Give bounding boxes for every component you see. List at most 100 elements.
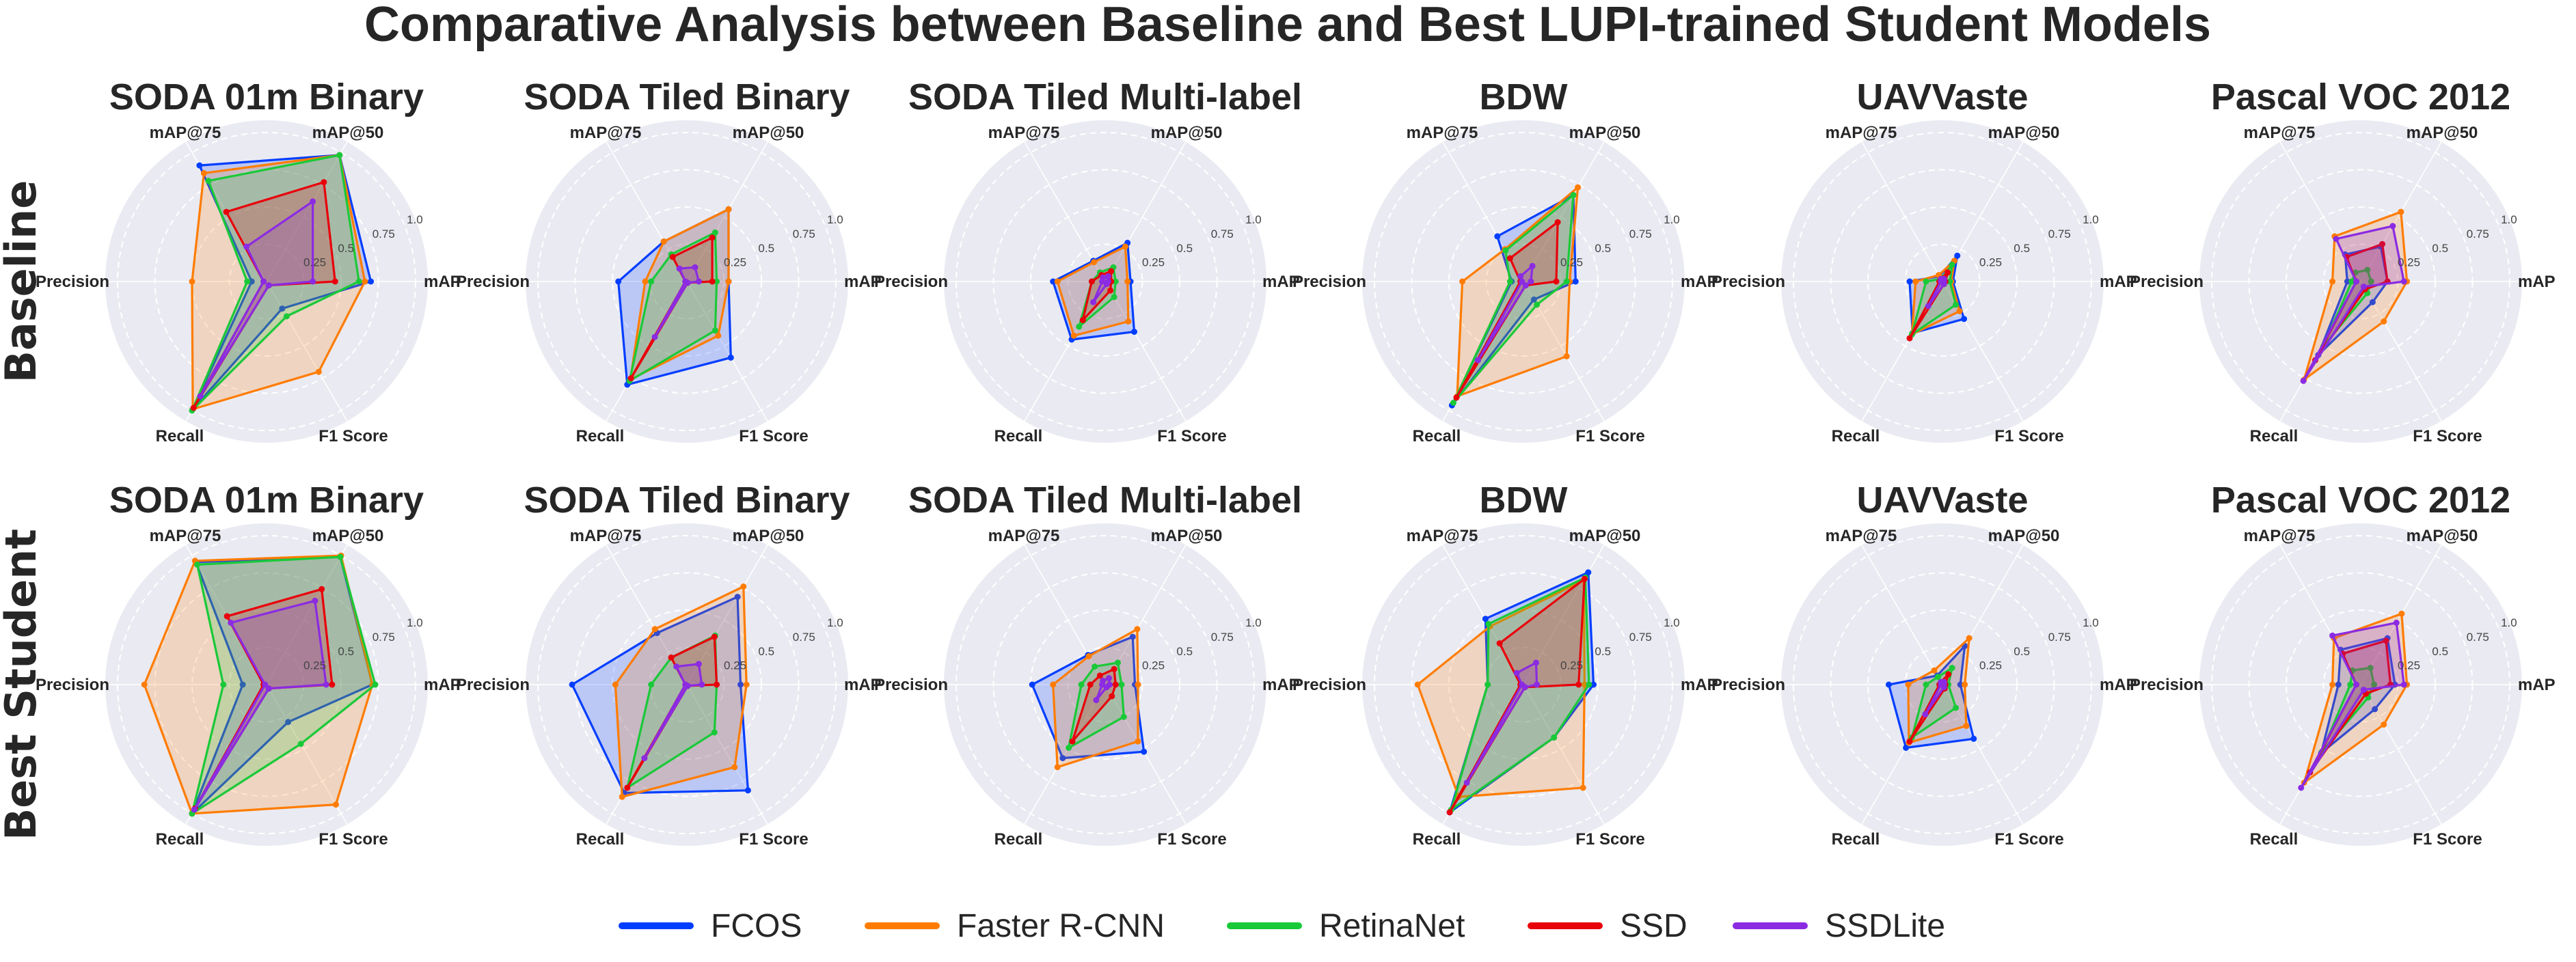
- axis-label-map: mAP: [2518, 676, 2555, 694]
- panel-title: SODA Tiled Multi-label: [908, 480, 1302, 521]
- axis-label-map: mAP: [424, 273, 461, 291]
- data-point: [1134, 626, 1141, 633]
- data-point: [1945, 671, 1952, 678]
- data-point: [1521, 684, 1528, 691]
- radial-tick-label: 0.25: [303, 256, 326, 269]
- radial-tick-label: 0.25: [1142, 659, 1165, 672]
- axis-label-map-75: mAP@75: [1826, 124, 1897, 142]
- data-point: [1905, 681, 1912, 688]
- data-point: [1944, 269, 1951, 276]
- axis-label-map-50: mAP@50: [2406, 124, 2478, 142]
- data-point: [715, 332, 722, 339]
- series-ssdlite: [1475, 262, 1536, 363]
- data-point: [1446, 809, 1453, 816]
- series-fill: [200, 201, 313, 396]
- data-point: [1575, 184, 1582, 191]
- axis-label-map-75: mAP@75: [2244, 124, 2316, 142]
- radial-tick-label: 0.25: [1979, 659, 2002, 672]
- data-point: [2367, 665, 2374, 671]
- data-point: [648, 278, 655, 285]
- data-point: [1581, 681, 1588, 688]
- axis-label-precision: Precision: [456, 676, 530, 694]
- data-point: [297, 741, 304, 747]
- data-point: [2398, 610, 2405, 617]
- series-fill: [1888, 646, 1974, 748]
- series-ssdlite: [651, 264, 702, 340]
- data-point: [1586, 681, 1592, 688]
- data-point: [243, 243, 250, 250]
- radial-tick-label: 0.25: [2398, 659, 2420, 672]
- panel-title: BDW: [1480, 77, 1568, 118]
- data-point: [1112, 681, 1119, 688]
- data-point: [624, 784, 631, 791]
- radial-tick-label: 1.0: [407, 616, 423, 629]
- data-point: [695, 278, 702, 285]
- radial-tick-label: 1.0: [2083, 213, 2099, 226]
- axis-label-map: mAP: [844, 676, 882, 694]
- data-point: [737, 681, 744, 688]
- radar-panel: Pascal VOC 2012 0.25 0.5 0.75 1.0 mAP mAP@50 mA…: [2130, 480, 2555, 849]
- series-fill: [2303, 225, 2404, 381]
- data-point: [1962, 681, 1968, 688]
- data-point: [1087, 681, 1094, 688]
- data-point: [2372, 706, 2378, 713]
- series-fill: [194, 601, 327, 810]
- data-point: [1096, 672, 1103, 679]
- radial-tick-label: 0.5: [338, 242, 354, 255]
- data-point: [1553, 278, 1560, 285]
- panel-title: UAVVaste: [1856, 480, 2028, 521]
- data-point: [265, 685, 272, 692]
- axis-label-map: mAP: [1262, 676, 1300, 694]
- data-point: [740, 583, 747, 590]
- legend-label: RetinaNet: [1319, 908, 1465, 944]
- series-ssdlite: [1090, 273, 1111, 305]
- data-point: [1450, 400, 1456, 406]
- data-point: [1099, 681, 1106, 688]
- axis-label-precision: Precision: [2130, 273, 2204, 291]
- data-point: [711, 327, 718, 334]
- radar-panel: SODA 01m Binary 0.25 0.5 0.75 1.0 mAP mAP@50 mA…: [36, 77, 461, 445]
- data-point: [1502, 247, 1509, 254]
- data-point: [2348, 278, 2355, 285]
- legend-item-fcos: FCOS: [619, 908, 802, 944]
- data-point: [709, 234, 716, 241]
- data-point: [2329, 681, 2336, 688]
- data-point: [310, 278, 316, 285]
- data-point: [315, 368, 322, 375]
- axis-label-map-75: mAP@75: [1407, 527, 1478, 545]
- data-point: [2371, 681, 2378, 688]
- data-point: [1120, 713, 1127, 720]
- radial-tick-label: 1.0: [1664, 213, 1680, 226]
- row-label-baseline: Baseline: [0, 180, 46, 383]
- radial-tick-label: 0.75: [1211, 631, 1234, 644]
- data-point: [1906, 738, 1913, 745]
- panel-title: Pascal VOC 2012: [2211, 480, 2510, 521]
- series-ssdlite: [197, 198, 316, 400]
- data-point: [1482, 616, 1489, 622]
- data-point: [1966, 635, 1972, 642]
- series-fcos: [1886, 642, 1977, 751]
- data-point: [1079, 317, 1086, 324]
- data-point: [1103, 684, 1110, 691]
- radar-panel: BDW 0.25 0.5 0.75 1.0 mAP mAP@50 mAP@75 Precisio…: [1292, 77, 1718, 445]
- data-point: [2389, 223, 2396, 230]
- legend-label: FCOS: [711, 908, 802, 944]
- series-ssdlite: [2298, 619, 2407, 791]
- data-point: [1528, 278, 1534, 285]
- angular-gridline: [1442, 545, 1524, 685]
- radial-tick-label: 0.75: [1211, 228, 1234, 240]
- radial-tick-label: 0.25: [724, 256, 746, 269]
- axis-label-f1-score: F1 Score: [1575, 427, 1644, 445]
- radial-tick-label: 0.5: [1595, 242, 1611, 255]
- data-point: [1122, 243, 1128, 250]
- data-point: [1923, 681, 1929, 688]
- data-point: [1112, 278, 1119, 285]
- axis-label-map-75: mAP@75: [988, 124, 1060, 142]
- radar-panel: SODA Tiled Binary 0.25 0.5 0.75 1.0 mAP mAP@50…: [456, 480, 882, 849]
- data-point: [1069, 738, 1076, 745]
- radial-tick-label: 0.75: [1629, 631, 1652, 644]
- radar-panel: BDW 0.25 0.5 0.75 1.0 mAP mAP@50 mAP@75 Precisio…: [1292, 480, 1718, 849]
- legend: FCOS Faster R-CNN RetinaNet SSD SSDLite: [619, 908, 1945, 944]
- data-point: [1961, 316, 1968, 322]
- data-point: [1906, 278, 1913, 285]
